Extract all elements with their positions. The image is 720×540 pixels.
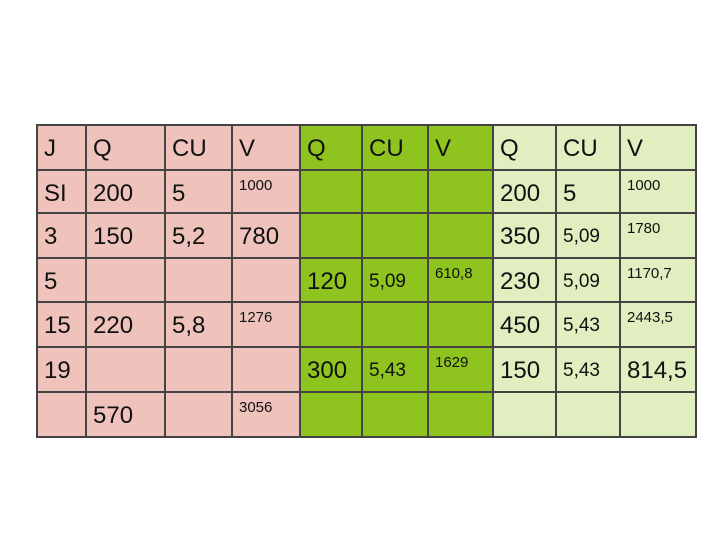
- table-cell: 200: [86, 170, 165, 213]
- table-cell: 200: [493, 170, 556, 213]
- table-cell: [165, 347, 232, 392]
- table-cell: 1000: [620, 170, 696, 213]
- table-cell: [493, 392, 556, 437]
- header-cell: CU: [165, 125, 232, 170]
- table-cell: 19: [37, 347, 86, 392]
- header-cell: V: [232, 125, 300, 170]
- table-cell: 1170,7: [620, 258, 696, 302]
- table-cell: 5: [37, 258, 86, 302]
- table-cell: [300, 302, 362, 347]
- table-cell: [362, 213, 428, 258]
- table-cell: [300, 213, 362, 258]
- table-cell: 220: [86, 302, 165, 347]
- table-cell: 570: [86, 392, 165, 437]
- table-cell: 1000: [232, 170, 300, 213]
- table-cell: [556, 392, 620, 437]
- table-cell: [232, 258, 300, 302]
- table-cell: [37, 392, 86, 437]
- table-cell: 2443,5: [620, 302, 696, 347]
- table-cell: 814,5: [620, 347, 696, 392]
- header-cell: Q: [493, 125, 556, 170]
- table-cell: 780: [232, 213, 300, 258]
- table-cell: [428, 170, 493, 213]
- table-cell: SI: [37, 170, 86, 213]
- table-cell: 5: [165, 170, 232, 213]
- table-cell: 15: [37, 302, 86, 347]
- header-cell: V: [428, 125, 493, 170]
- table-cell: [362, 302, 428, 347]
- header-cell: CU: [362, 125, 428, 170]
- table-cell: 3: [37, 213, 86, 258]
- table-cell: [362, 392, 428, 437]
- table-cell: 5,09: [362, 258, 428, 302]
- table-cell: 5,2: [165, 213, 232, 258]
- header-cell: CU: [556, 125, 620, 170]
- table-cell: 3056: [232, 392, 300, 437]
- table-cell: 230: [493, 258, 556, 302]
- table-cell: 5,8: [165, 302, 232, 347]
- header-cell: Q: [86, 125, 165, 170]
- table-cell: [86, 347, 165, 392]
- table-cell: [428, 302, 493, 347]
- table-cell: 610,8: [428, 258, 493, 302]
- table-cell: [300, 392, 362, 437]
- header-cell: J: [37, 125, 86, 170]
- table-cell: 5,09: [556, 213, 620, 258]
- table-cell: [300, 170, 362, 213]
- header-cell: V: [620, 125, 696, 170]
- table-cell: [620, 392, 696, 437]
- table-cell: 5: [556, 170, 620, 213]
- table-cell: 150: [86, 213, 165, 258]
- table-cell: [232, 347, 300, 392]
- table-cell: 5,43: [556, 347, 620, 392]
- table-cell: 350: [493, 213, 556, 258]
- table-cell: 1780: [620, 213, 696, 258]
- table-cell: 300: [300, 347, 362, 392]
- table-cell: 5,43: [362, 347, 428, 392]
- table-cell: 1629: [428, 347, 493, 392]
- table-cell: [362, 170, 428, 213]
- table-cell: [86, 258, 165, 302]
- table-cell: [165, 392, 232, 437]
- table-cell: 1276: [232, 302, 300, 347]
- table-cell: [428, 213, 493, 258]
- table-cell: 450: [493, 302, 556, 347]
- table-cell: 150: [493, 347, 556, 392]
- table-cell: [428, 392, 493, 437]
- table-cell: 120: [300, 258, 362, 302]
- header-cell: Q: [300, 125, 362, 170]
- table-cell: 5,09: [556, 258, 620, 302]
- table-cell: [165, 258, 232, 302]
- table-cell: 5,43: [556, 302, 620, 347]
